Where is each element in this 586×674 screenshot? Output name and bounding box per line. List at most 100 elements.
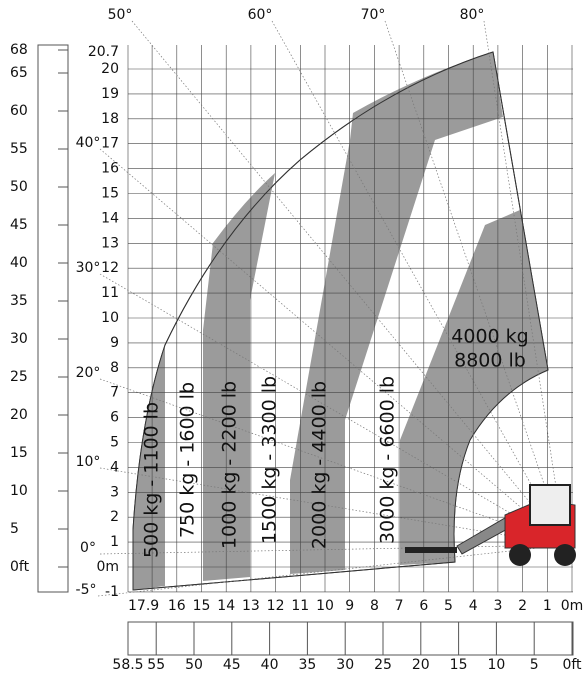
y-tick-label-m: 4 [110,459,119,475]
y-tick-label-m: 6 [110,410,119,426]
angle-ray [99,544,566,555]
y-tick-label-m: 16 [101,161,119,177]
y-tick-label-m: 2 [110,509,119,525]
y-tick-label-ft: 45 [10,217,28,233]
x-tick-label-m: 5 [444,598,453,614]
y-tick-label-ft: 25 [10,369,28,385]
wheel [554,544,576,566]
angle-label: 50° [108,7,133,23]
y-tick-label-m: 9 [110,335,119,351]
x-tick-label-m: 8 [370,598,379,614]
x-tick-label-m: 17.9 [128,598,159,614]
y-tick-label-m: 20.7 [88,44,119,60]
x-tick-label-ft: 45 [223,657,241,673]
y-tick-label-ft: 0ft [10,559,30,575]
angle-label: 0° [80,540,96,556]
x-tick-label-ft: 0ft [562,657,582,673]
y-tick-label-m: 20 [101,61,119,77]
zone-2000 [290,52,503,574]
y-tick-label-m: 19 [101,86,119,102]
y-tick-label-m: 11 [101,285,119,301]
y-tick-label-m: 12 [101,260,119,276]
zone-1000 [203,173,275,581]
boom-tip [405,547,457,553]
angle-ray [483,20,566,546]
x-tick-label-m: 16 [168,598,186,614]
y-tick-label-ft: 40 [10,255,28,271]
angle-label: 40° [76,135,101,151]
telehandler [405,484,576,566]
angle-ray [99,273,566,546]
y-tick-label-m: 8 [110,360,119,376]
angle-label: 30° [76,260,101,276]
x-tick-label-m: 10 [316,598,334,614]
y-tick-label-m: 1 [110,534,119,550]
ft-axis-box-bottom [127,621,574,656]
y-tick-label-ft: 20 [10,407,28,423]
y-tick-label-ft: 68 [10,42,28,58]
x-tick-label-ft: 40 [261,657,279,673]
zone-label: 1000 kg - 2200 lb [219,381,241,549]
x-tick-label-m: 4 [469,598,478,614]
x-tick-label-ft: 58.5 [112,657,143,673]
y-tick-label-m: 5 [110,435,119,451]
y-tick-label-ft: 65 [10,65,28,81]
x-tick-label-m: 3 [493,598,502,614]
y-tick-label-ft: 55 [10,141,28,157]
y-tick-label-m: 17 [101,136,119,152]
x-tick-label-m: 9 [345,598,354,614]
angle-label: -5° [76,582,97,598]
x-tick-label-ft: 50 [185,657,203,673]
zone-label: 2000 kg - 4400 lb [309,381,331,549]
x-tick-label-ft: 35 [298,657,316,673]
y-tick-label-m: 0m [96,559,119,575]
angle-label: 70° [361,7,386,23]
x-tick-label-m: 12 [267,598,285,614]
ft-axis-box [37,44,69,593]
x-tick-label-m: 0m [561,598,584,614]
y-tick-label-ft: 30 [10,331,28,347]
angle-ray [97,544,566,597]
x-tick-label-ft: 15 [450,657,468,673]
angle-label: 60° [248,7,273,23]
x-tick-label-ft: 20 [412,657,430,673]
angle-ray [384,20,566,546]
envelope [132,51,549,591]
y-tick-label-m: 3 [110,484,119,500]
zone-label: 1500 kg - 3300 lb [259,376,281,544]
zone-label: 750 kg - 1600 lb [177,382,199,538]
x-tick-label-m: 6 [419,598,428,614]
y-tick-label-ft: 50 [10,179,28,195]
y-tick-label-ft: 60 [10,103,28,119]
angle-label: 10° [76,454,101,470]
y-tick-label-ft: 15 [10,445,28,461]
x-tick-label-m: 11 [291,598,309,614]
x-tick-label-ft: 10 [487,657,505,673]
y-tick-label-ft: 5 [10,521,19,537]
x-tick-label-ft: 30 [336,657,354,673]
angle-label: 20° [76,365,101,381]
y-tick-label-m: -1 [105,584,119,600]
y-tick-label-m: 15 [101,186,119,202]
y-tick-label-ft: 35 [10,293,28,309]
angle-ray [131,20,566,546]
x-tick-label-m: 1 [543,598,552,614]
x-tick-label-m: 15 [193,598,211,614]
labels: 50° 60° 70° 80°40°30°20°10°0°-5°20.72019181… [10,7,583,673]
y-tick-label-m: 13 [101,235,119,251]
y-tick-label-ft: 10 [10,483,28,499]
cab [529,484,571,526]
y-tick-label-m: 14 [101,210,119,226]
angle-ray [99,148,566,546]
zone-label: 500 kg - 1100 lb [141,402,163,558]
x-tick-label-m: 14 [217,598,235,614]
x-tick-label-m: 13 [242,598,260,614]
zone-4000 [400,210,548,565]
x-tick-label-m: 2 [518,598,527,614]
y-tick-label-m: 7 [110,385,119,401]
x-tick-label-ft: 25 [374,657,392,673]
max-zone-label: 4000 kg [451,326,528,348]
x-tick-label-m: 7 [395,598,404,614]
envelope-outline [132,51,549,591]
